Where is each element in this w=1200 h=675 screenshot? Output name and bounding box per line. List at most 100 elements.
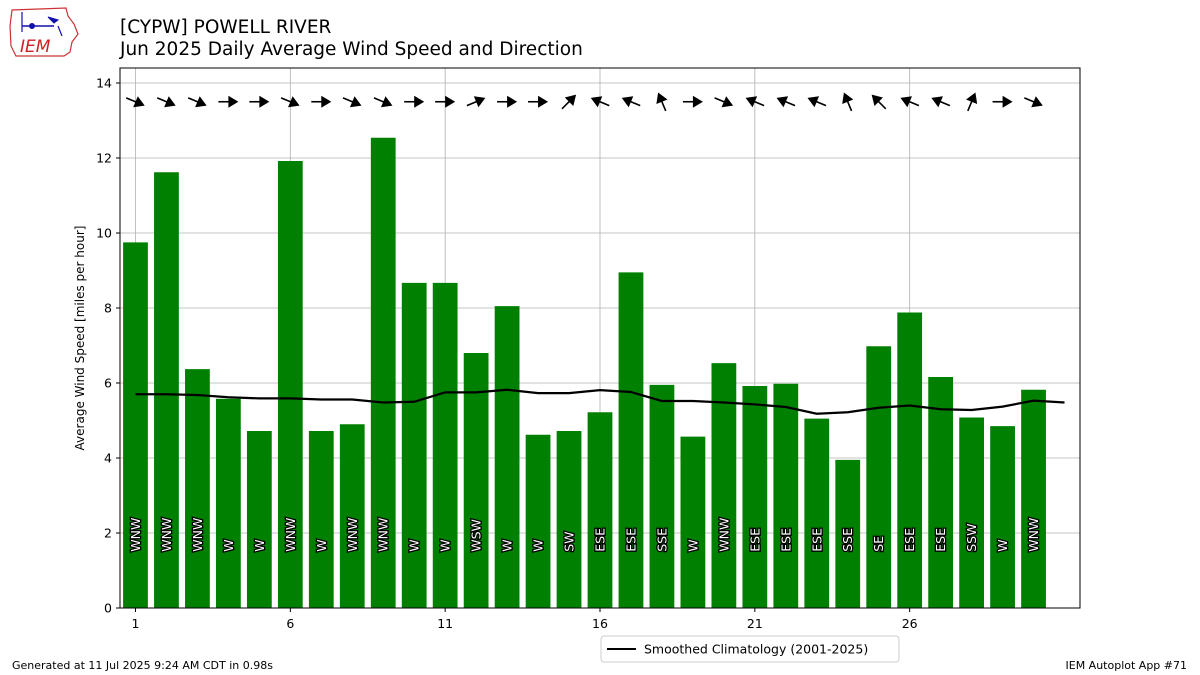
y-tick-label: 2	[104, 526, 112, 541]
wind-arrow-head	[133, 96, 145, 108]
direction-label: WNW	[283, 518, 298, 552]
wind-arrow-head	[966, 92, 978, 105]
bar	[711, 363, 737, 608]
iem-logo: IEM	[9, 7, 79, 57]
bar	[339, 424, 365, 608]
bar	[1021, 389, 1046, 608]
wind-arrow-head	[288, 96, 300, 108]
bar	[773, 383, 799, 608]
direction-label: WNW	[128, 518, 143, 552]
direction-label: SE	[871, 536, 886, 552]
iem-logo-text: IEM	[20, 37, 51, 57]
wind-arrow	[156, 96, 176, 108]
direction-label: ESE	[809, 528, 824, 552]
wind-arrow-head	[621, 96, 634, 108]
y-tick-label: 8	[104, 301, 112, 316]
wind-arrow	[528, 95, 549, 108]
wind-arrow	[966, 92, 978, 112]
direction-label: WNW	[376, 518, 391, 552]
bar	[370, 137, 396, 608]
direction-label: ESE	[747, 528, 762, 552]
x-tick-label: 1	[132, 616, 140, 631]
direction-label: W	[438, 539, 453, 551]
wind-arrow	[1024, 96, 1043, 108]
bar	[185, 369, 210, 608]
wind-arrow-head	[590, 96, 603, 108]
bar	[216, 398, 241, 608]
direction-label: WNW	[716, 518, 731, 552]
wind-arrow-head	[538, 95, 549, 108]
direction-label: W	[252, 539, 267, 551]
direction-label: W	[685, 539, 700, 551]
bar	[804, 418, 830, 608]
wind-arrow-head	[807, 96, 820, 108]
direction-label: W	[221, 539, 236, 551]
wind-arrow	[682, 95, 703, 108]
direction-label: W	[314, 539, 329, 551]
wind-arrow-head	[721, 96, 734, 108]
bar	[556, 431, 582, 608]
climatology-line	[135, 388, 1065, 415]
wind-arrow	[342, 96, 362, 108]
bars	[123, 137, 1046, 608]
legend-label: Smoothed Climatology (2001-2025)	[644, 642, 868, 657]
bar	[742, 386, 768, 608]
wind-arrow-head	[349, 96, 362, 108]
wind-arrow	[590, 96, 610, 108]
wind-arrow-head	[445, 95, 456, 108]
chart-title: [CYPW] POWELL RIVER Jun 2025 Daily Avera…	[120, 17, 583, 61]
bar	[463, 353, 489, 608]
x-tick-label: 21	[747, 616, 763, 631]
wind-arrow	[931, 96, 951, 108]
bar	[680, 436, 706, 608]
bar	[494, 306, 520, 608]
direction-label: ESE	[778, 528, 793, 552]
x-tick-label: 11	[437, 616, 453, 631]
direction-label: W	[407, 539, 422, 551]
iowa-outline-icon	[9, 7, 79, 57]
wind-arrow-head	[321, 95, 332, 108]
wind-arrow	[776, 96, 796, 108]
y-tick-label: 4	[104, 451, 112, 466]
direction-label: W	[995, 539, 1010, 551]
wind-arrow-head	[228, 95, 239, 108]
y-tick-label: 10	[96, 226, 112, 241]
bar	[525, 434, 551, 608]
direction-label: ESE	[623, 528, 638, 552]
wind-arrow	[466, 96, 486, 108]
bar	[618, 272, 644, 608]
wind-arrow	[842, 92, 854, 112]
wind-arrow	[656, 92, 668, 112]
bar	[308, 431, 334, 608]
direction-label: WSW	[469, 519, 484, 552]
y-tick-label: 14	[96, 76, 112, 91]
wind-arrow	[745, 96, 765, 108]
direction-label: ESE	[593, 528, 608, 552]
bar	[897, 312, 923, 608]
direction-label: SSW	[964, 524, 979, 552]
wind-arrow-head	[473, 96, 486, 108]
direction-label: SSE	[840, 528, 855, 552]
x-tick-label: 26	[902, 616, 918, 631]
wind-arrow-head	[164, 96, 176, 108]
wind-arrows	[125, 92, 1043, 112]
direction-label: SW	[562, 531, 577, 551]
wind-arrow-head	[692, 95, 703, 108]
wind-arrow-head	[842, 92, 854, 105]
wind-arrow-head	[900, 96, 912, 108]
bar	[277, 161, 303, 608]
direction-label: WNW	[345, 518, 360, 552]
bar	[587, 412, 613, 608]
x-tick-label: 6	[286, 616, 294, 631]
direction-label: W	[531, 539, 546, 551]
wind-arrow	[714, 96, 734, 108]
direction-label: W	[500, 539, 515, 551]
wind-arrow	[311, 95, 332, 108]
x-tick-label: 16	[592, 616, 608, 631]
direction-label: WNW	[159, 518, 174, 552]
wind-arrow-head	[745, 96, 758, 108]
wind-arrow	[497, 95, 518, 108]
chart-title-line1: [CYPW] POWELL RIVER	[120, 17, 332, 38]
wind-arrow	[218, 95, 239, 108]
